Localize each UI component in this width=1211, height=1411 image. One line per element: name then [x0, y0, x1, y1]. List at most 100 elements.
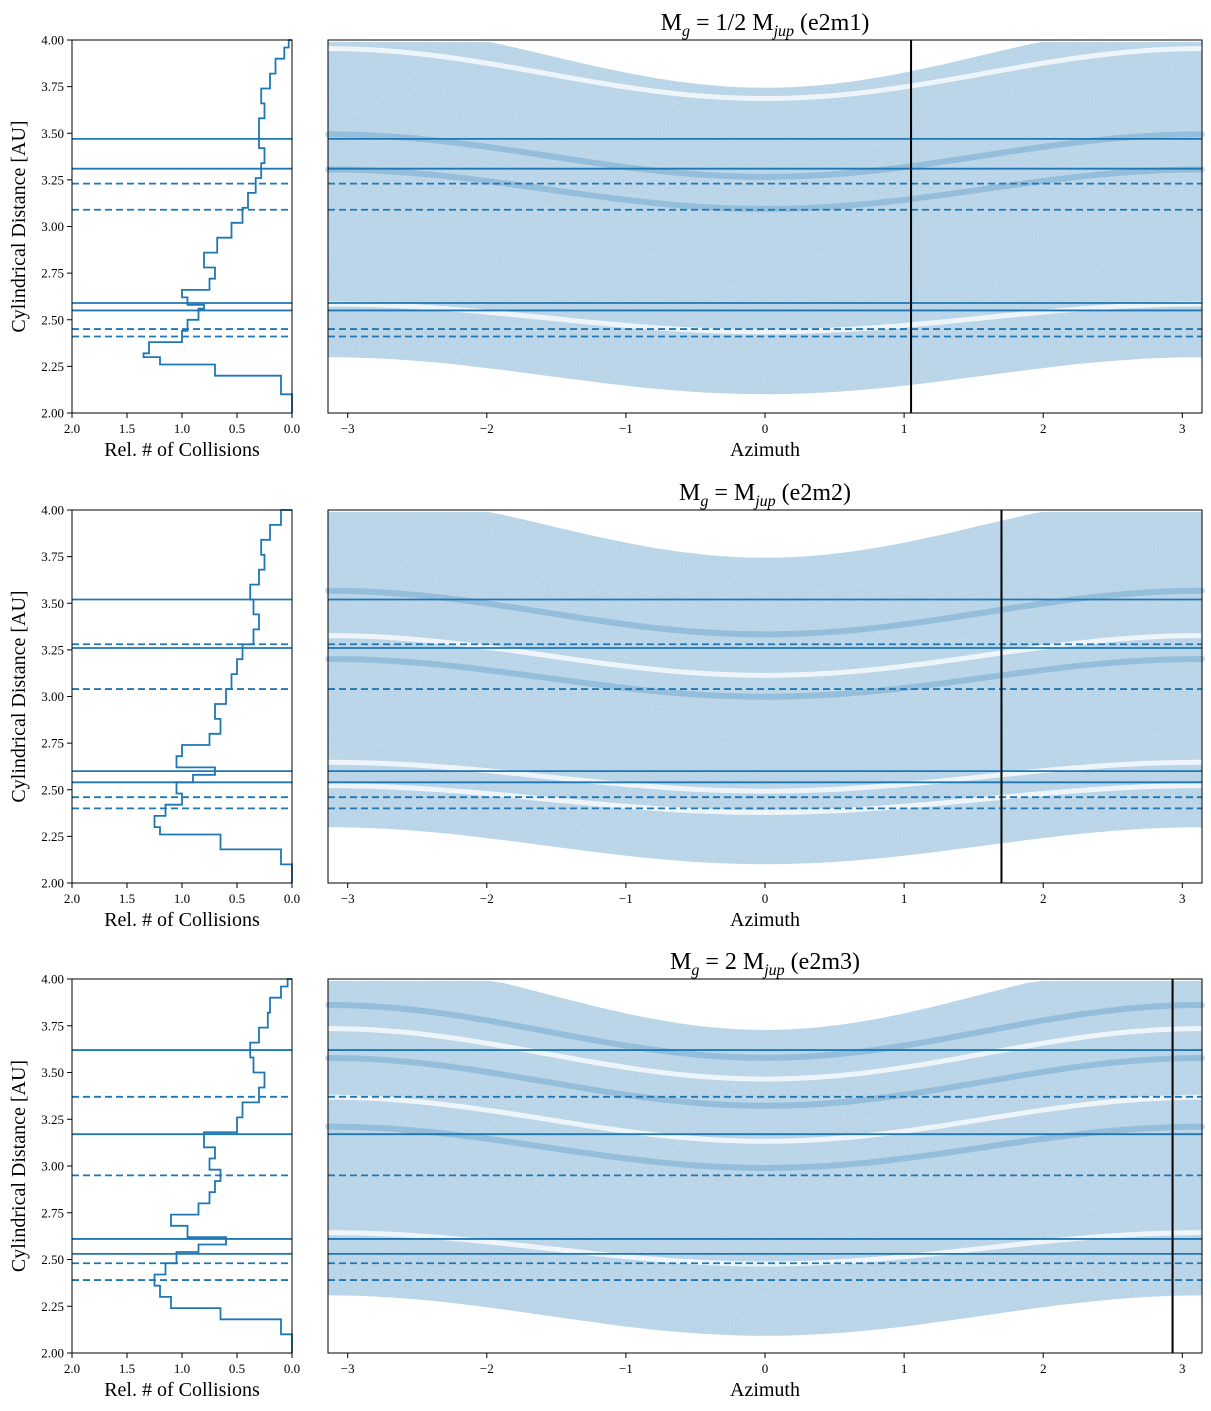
- scatter-xtick-label: 1: [901, 1361, 908, 1376]
- scatter-xtick-label: −1: [619, 891, 633, 906]
- density-streak: [325, 656, 1205, 700]
- density-streak: [325, 1002, 1205, 1061]
- hist-ytick-label: 2.00: [41, 406, 64, 421]
- hist-panel: 2.0 1.5 1.0 0.5 0.0 2.00 2.25 2.50 2.75 3.00 3.25…: [8, 972, 300, 1402]
- hist-ytick-label: 2.50: [41, 1252, 64, 1267]
- chart-title: Mg = 1/2 Mjup (e2m1): [661, 10, 870, 40]
- hist-ytick-label: 3.25: [41, 642, 64, 657]
- density-gap: [325, 1026, 1205, 1082]
- hist-ylabel: Cylindrical Distance [AU]: [8, 590, 30, 802]
- hist-ytick-label: 2.50: [41, 782, 64, 797]
- hist-ylabel: Cylindrical Distance [AU]: [8, 120, 30, 332]
- hist-xtick-label: 1.5: [119, 1361, 135, 1376]
- row-e2m1: 2.0 1.5 1.0 0.5 0.0 2.00 2.25 2.50 2.75 3.00 3.25…: [8, 10, 1205, 462]
- scatter-xtick-label: 0: [762, 891, 769, 906]
- scatter-xtick-label: 1: [901, 891, 908, 906]
- particle-speckle: [328, 41, 1202, 395]
- density-gap: [325, 1230, 1205, 1267]
- scatter-xtick-label: 3: [1179, 1361, 1186, 1376]
- hist-xtick-label: 2.0: [64, 1361, 80, 1376]
- row-e2m3: 2.0 1.5 1.0 0.5 0.0 2.00 2.25 2.50 2.75 3.00 3.25…: [8, 949, 1205, 1402]
- density-streak: [325, 131, 1205, 180]
- hist-ytick-label: 3.75: [41, 1018, 64, 1033]
- chart-title: Mg = Mjup (e2m2): [679, 480, 851, 510]
- hist-ytick-label: 2.00: [41, 1346, 64, 1361]
- hist-ytick-label: 2.75: [41, 266, 64, 281]
- density-gap: [325, 759, 1205, 794]
- scatter-xtick-label: −1: [619, 421, 633, 436]
- hist-ytick-label: 2.75: [41, 736, 64, 751]
- particle-speckle: [328, 511, 1202, 865]
- scatter-xtick-label: 3: [1179, 891, 1186, 906]
- hist-ytick-label: 2.50: [41, 312, 64, 327]
- density-gap: [325, 46, 1205, 102]
- hist-ytick-label: 3.00: [41, 1159, 64, 1174]
- hist-step-line: [153, 509, 293, 883]
- density-streak: [325, 1123, 1205, 1172]
- hist-xtick-label: 1.5: [119, 421, 135, 436]
- row-e2m2: 2.0 1.5 1.0 0.5 0.0 2.00 2.25 2.50 2.75 3.00 3.25…: [8, 480, 1205, 932]
- scatter-xtick-label: −2: [480, 421, 494, 436]
- hist-ytick-label: 2.00: [41, 876, 64, 891]
- hist-xtick-label: 2.0: [64, 421, 80, 436]
- hist-xlabel: Rel. # of Collisions: [104, 1379, 260, 1401]
- scatter-xtick-label: 2: [1040, 421, 1047, 436]
- hist-xtick-label: 1.0: [174, 891, 190, 906]
- density-gap: [325, 1094, 1205, 1144]
- density-streak: [325, 166, 1205, 212]
- density-streak: [325, 587, 1205, 638]
- hist-xtick-label: 1.0: [174, 421, 190, 436]
- scatter-xtick-label: −1: [619, 1361, 633, 1376]
- hist-panel: 2.0 1.5 1.0 0.5 0.0 2.00 2.25 2.50 2.75 3.00 3.25…: [8, 33, 300, 462]
- density-gap: [325, 633, 1205, 678]
- hist-xtick-label: 0.0: [284, 891, 300, 906]
- scatter-xtick-label: −2: [480, 891, 494, 906]
- scatter-panel: −3 −2 −1 0 1 2 3 Azimuth Mg = 1/2 Mjup (e2m1): [325, 10, 1205, 461]
- scatter-xtick-label: 2: [1040, 1361, 1047, 1376]
- scatter-xtick-label: 0: [762, 421, 769, 436]
- scatter-xlabel: Azimuth: [730, 909, 800, 931]
- hist-ytick-label: 3.25: [41, 172, 64, 187]
- hist-xtick-label: 1.0: [174, 1361, 190, 1376]
- scatter-xtick-label: 1: [901, 421, 908, 436]
- hist-ytick-label: 3.50: [41, 126, 64, 141]
- hist-xlabel: Rel. # of Collisions: [104, 909, 260, 931]
- scatter-panel: −3 −2 −1 0 1 2 3 Azimuth Mg = 2 Mjup (e2m3): [325, 949, 1205, 1401]
- scatter-xtick-label: −3: [341, 421, 355, 436]
- scatter-xtick-label: −2: [480, 1361, 494, 1376]
- scatter-xtick-label: 2: [1040, 891, 1047, 906]
- hist-ytick-label: 3.50: [41, 596, 64, 611]
- hist-frame: [71, 39, 293, 414]
- hist-ytick-label: 3.50: [41, 1065, 64, 1080]
- hist-ytick-label: 4.00: [41, 972, 64, 987]
- scatter-panel: −3 −2 −1 0 1 2 3 Azimuth Mg = Mjup (e2m2): [325, 480, 1205, 931]
- hist-xtick-label: 0.0: [284, 421, 300, 436]
- scatter-xtick-label: 0: [762, 1361, 769, 1376]
- hist-xtick-label: 0.0: [284, 1361, 300, 1376]
- hist-ytick-label: 2.25: [41, 359, 64, 374]
- hist-step-line: [153, 978, 293, 1353]
- hist-ytick-label: 3.00: [41, 689, 64, 704]
- scatter-xlabel: Azimuth: [730, 1379, 800, 1401]
- hist-frame: [71, 509, 293, 884]
- density-gap: [325, 783, 1205, 816]
- hist-ytick-label: 3.75: [41, 79, 64, 94]
- hist-xtick-label: 0.5: [229, 421, 245, 436]
- hist-ytick-label: 3.25: [41, 1112, 64, 1127]
- hist-xtick-label: 2.0: [64, 891, 80, 906]
- density-streak: [325, 1055, 1205, 1109]
- hist-xtick-label: 1.5: [119, 891, 135, 906]
- hist-ytick-label: 3.75: [41, 549, 64, 564]
- hist-panel: 2.0 1.5 1.0 0.5 0.0 2.00 2.25 2.50 2.75 3.00 3.25…: [8, 503, 300, 932]
- hist-ytick-label: 2.25: [41, 1299, 64, 1314]
- hist-ylabel: Cylindrical Distance [AU]: [8, 1060, 30, 1272]
- scatter-xtick-label: −3: [341, 891, 355, 906]
- scatter-xtick-label: 3: [1179, 421, 1186, 436]
- hist-ytick-label: 4.00: [41, 503, 64, 518]
- hist-ytick-label: 4.00: [41, 33, 64, 48]
- scatter-xtick-label: −3: [341, 1361, 355, 1376]
- hist-xlabel: Rel. # of Collisions: [104, 439, 260, 461]
- scatter-xlabel: Azimuth: [730, 439, 800, 461]
- hist-ytick-label: 2.25: [41, 829, 64, 844]
